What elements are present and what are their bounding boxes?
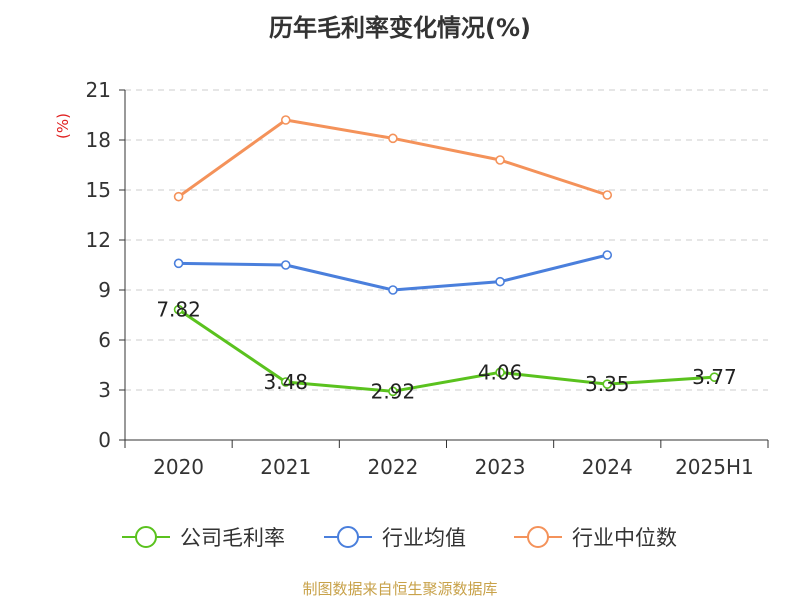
legend-label: 行业均值 [382,526,466,550]
y-tick-label: 12 [86,228,111,252]
x-tick-label: 2025H1 [675,455,754,479]
data-point [495,276,505,287]
y-tick-label: 15 [86,178,111,202]
data-point [495,155,505,165]
y-tick-label: 0 [98,428,111,452]
data-point [388,285,398,295]
x-tick-label: 2020 [153,455,204,479]
data-label: 4.06 [478,360,523,384]
data-point [173,191,184,202]
legend-marker [527,526,549,548]
data-label: 3.48 [263,370,308,394]
data-label: 7.82 [156,298,201,322]
series-line [177,118,608,198]
data-label: 3.77 [692,365,737,389]
data-point [602,379,613,389]
series-line [177,308,715,393]
y-tick-label: 18 [86,128,111,152]
chart-title: 历年毛利率变化情况(%) [269,14,531,42]
x-tick-label: 2021 [260,455,311,479]
y-tick-label: 6 [98,328,111,352]
legend-label: 行业中位数 [572,526,677,550]
x-tick-label: 2023 [475,455,526,479]
data-point [388,133,398,144]
legend-marker [337,526,359,548]
data-point [280,377,291,387]
data-label: 3.35 [585,372,630,396]
y-tick-label: 9 [98,278,111,302]
data-point [602,250,613,260]
x-tick-label: 2022 [367,455,418,479]
data-point [280,115,291,125]
x-tick-label: 2024 [582,455,633,479]
y-axis-label: (%) [54,113,72,139]
data-point [173,304,184,315]
data-point [280,260,291,270]
data-point [602,190,613,200]
legend-marker [135,526,157,548]
data-point [709,372,720,382]
data-point [388,386,398,397]
data-point [173,258,184,269]
data-label: 2.92 [371,379,416,403]
legend-label: 公司毛利率 [180,526,285,550]
y-tick-label: 21 [86,78,111,102]
series-line [178,253,608,292]
y-tick-label: 3 [98,378,111,402]
source-footer: 制图数据来自恒生聚源数据库 [302,580,498,598]
data-point [495,367,505,378]
